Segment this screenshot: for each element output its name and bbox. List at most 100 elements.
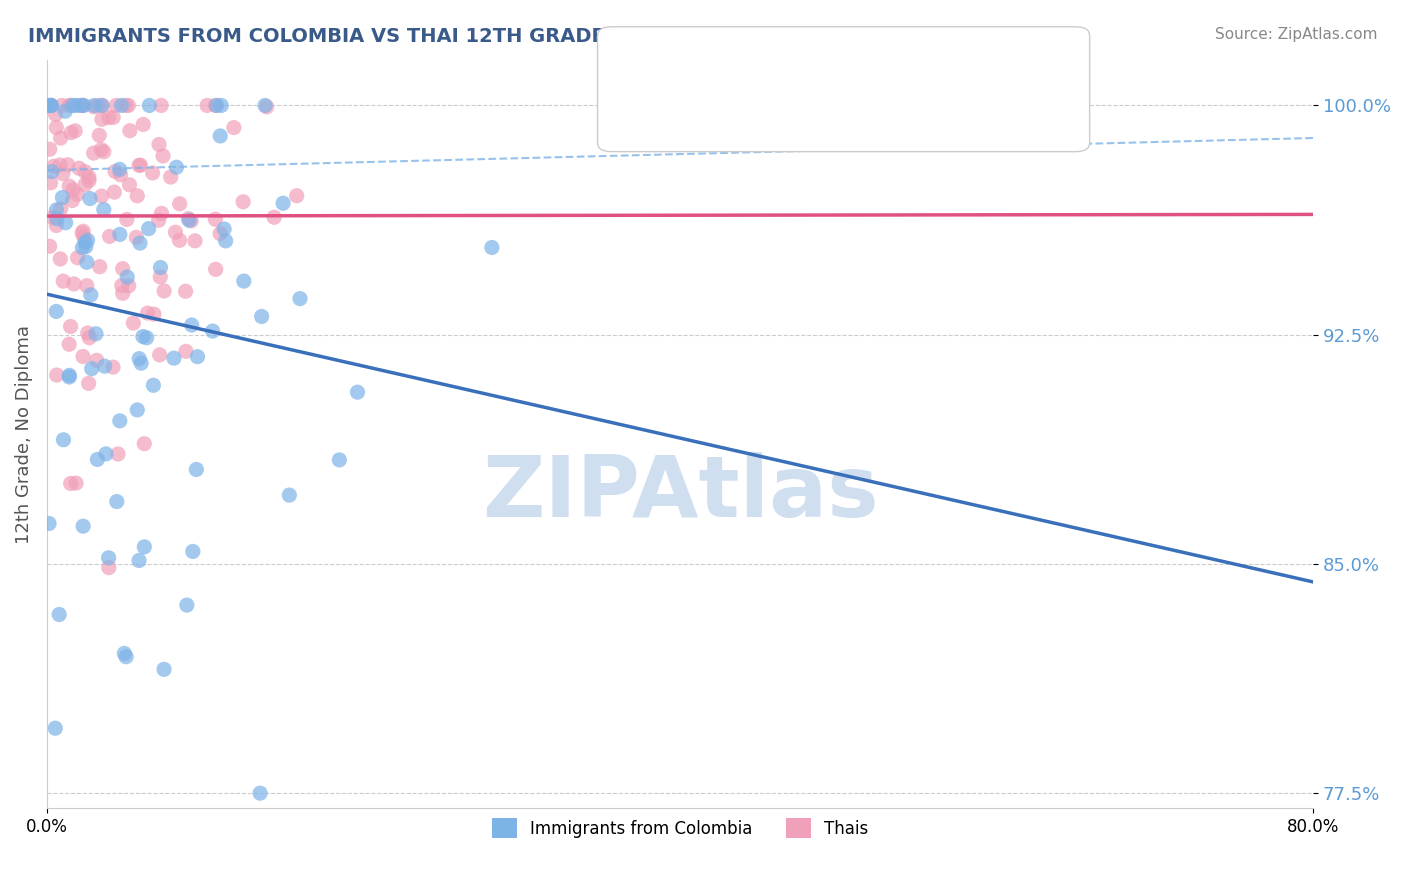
- Immigrants from Colombia: [132, 329, 155, 343]
- Thais: [165, 225, 187, 239]
- Immigrants from Colombia: [166, 160, 188, 174]
- Thais: [73, 230, 96, 244]
- Thais: [65, 476, 87, 491]
- Thais: [256, 100, 278, 114]
- Thais: [90, 143, 112, 157]
- Thais: [184, 234, 207, 248]
- Immigrants from Colombia: [135, 331, 157, 345]
- Immigrants from Colombia: [108, 414, 131, 428]
- Thais: [110, 168, 132, 182]
- Immigrants from Colombia: [176, 598, 198, 612]
- Immigrants from Colombia: [186, 462, 208, 476]
- Thais: [72, 224, 94, 238]
- Immigrants from Colombia: [80, 288, 103, 302]
- Thais: [111, 278, 134, 293]
- Thais: [103, 111, 125, 125]
- Immigrants from Colombia: [44, 721, 66, 735]
- Immigrants from Colombia: [51, 190, 73, 204]
- Thais: [101, 360, 124, 375]
- Immigrants from Colombia: [181, 544, 204, 558]
- Thais: [118, 178, 141, 192]
- Text: ZIPAtlas: ZIPAtlas: [482, 452, 879, 535]
- Text: R = 0.244   N = 83: R = 0.244 N = 83: [682, 58, 852, 76]
- Thais: [103, 185, 125, 199]
- Immigrants from Colombia: [179, 213, 201, 227]
- Thais: [204, 262, 226, 277]
- Immigrants from Colombia: [254, 98, 277, 112]
- Thais: [97, 560, 120, 574]
- Thais: [149, 348, 172, 362]
- Thais: [58, 337, 80, 351]
- Thais: [263, 211, 285, 225]
- Immigrants from Colombia: [41, 98, 63, 112]
- Thais: [209, 227, 232, 241]
- Immigrants from Colombia: [278, 488, 301, 502]
- Immigrants from Colombia: [70, 98, 93, 112]
- Thais: [41, 211, 63, 225]
- Thais: [180, 214, 202, 228]
- Thais: [129, 158, 152, 172]
- Immigrants from Colombia: [72, 241, 94, 255]
- Thais: [63, 277, 86, 291]
- Thais: [285, 188, 308, 202]
- Thais: [117, 98, 139, 112]
- Text: R = 0.290   N = 115: R = 0.290 N = 115: [682, 107, 863, 125]
- Thais: [111, 286, 134, 301]
- Thais: [77, 169, 100, 184]
- Thais: [125, 230, 148, 244]
- Thais: [69, 98, 91, 112]
- Thais: [107, 447, 129, 461]
- Thais: [79, 331, 101, 345]
- Thais: [222, 120, 245, 135]
- Immigrants from Colombia: [129, 356, 152, 370]
- Immigrants from Colombia: [75, 239, 97, 253]
- Thais: [73, 165, 96, 179]
- Immigrants from Colombia: [41, 164, 63, 178]
- Thais: [66, 187, 89, 202]
- Thais: [72, 350, 94, 364]
- Immigrants from Colombia: [209, 128, 232, 143]
- Thais: [38, 98, 60, 112]
- Immigrants from Colombia: [209, 98, 232, 112]
- Immigrants from Colombia: [153, 662, 176, 676]
- Immigrants from Colombia: [346, 385, 368, 400]
- Immigrants from Colombia: [93, 359, 115, 374]
- Thais: [59, 319, 82, 334]
- Thais: [38, 239, 60, 253]
- Immigrants from Colombia: [214, 234, 236, 248]
- Immigrants from Colombia: [84, 326, 107, 341]
- Text: ■: ■: [647, 104, 671, 128]
- Thais: [63, 124, 86, 138]
- Thais: [83, 146, 105, 161]
- Thais: [51, 98, 73, 112]
- Immigrants from Colombia: [94, 447, 117, 461]
- Thais: [148, 213, 170, 227]
- Immigrants from Colombia: [105, 494, 128, 508]
- Immigrants from Colombia: [65, 98, 87, 112]
- Thais: [56, 158, 79, 172]
- Immigrants from Colombia: [232, 274, 254, 288]
- Immigrants from Colombia: [72, 519, 94, 533]
- Thais: [49, 202, 72, 216]
- Thais: [60, 194, 83, 208]
- Thais: [174, 344, 197, 359]
- Immigrants from Colombia: [93, 202, 115, 217]
- Text: ■: ■: [647, 55, 671, 78]
- Immigrants from Colombia: [138, 221, 160, 235]
- Immigrants from Colombia: [48, 607, 70, 622]
- Thais: [89, 260, 111, 274]
- Immigrants from Colombia: [73, 98, 96, 112]
- Thais: [122, 316, 145, 330]
- Immigrants from Colombia: [79, 192, 101, 206]
- Immigrants from Colombia: [112, 647, 135, 661]
- Legend: Immigrants from Colombia, Thais: Immigrants from Colombia, Thais: [485, 812, 875, 845]
- Immigrants from Colombia: [149, 260, 172, 275]
- Immigrants from Colombia: [250, 310, 273, 324]
- Thais: [204, 212, 226, 227]
- Immigrants from Colombia: [481, 240, 503, 254]
- Immigrants from Colombia: [138, 98, 160, 112]
- Thais: [58, 179, 80, 194]
- Thais: [76, 326, 98, 340]
- Immigrants from Colombia: [180, 318, 202, 332]
- Immigrants from Colombia: [58, 370, 80, 384]
